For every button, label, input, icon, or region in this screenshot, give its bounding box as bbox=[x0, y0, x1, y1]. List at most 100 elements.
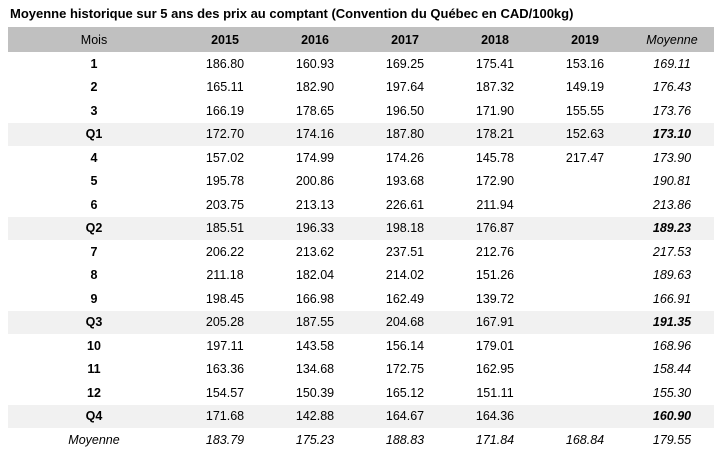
cell-value: 151.26 bbox=[475, 268, 515, 283]
table-row-4: 4 157.02 174.99 174.26 145.78 217.47 173.90 bbox=[8, 146, 714, 170]
cell-value: 188.83 bbox=[385, 432, 425, 447]
row-label: 4 bbox=[90, 150, 98, 165]
column-header-mois: Mois bbox=[80, 32, 108, 47]
cell-value: 197.11 bbox=[206, 338, 244, 353]
row-label: Q3 bbox=[85, 315, 103, 330]
cell-value: 179.01 bbox=[475, 338, 515, 353]
cell-value: 185.51 bbox=[205, 221, 245, 236]
table-row-3: 3 166.19 178.65 196.50 171.90 155.55 173.76 bbox=[8, 99, 714, 123]
table-row-7: 7 206.22 213.62 237.51 212.76 217.53 bbox=[8, 240, 714, 264]
cell-value: 134.68 bbox=[295, 362, 335, 377]
cell-value: 193.68 bbox=[385, 174, 425, 189]
cell-value: 176.87 bbox=[475, 221, 515, 236]
cell-value bbox=[540, 193, 630, 217]
cell-moyenne: 189.23 bbox=[652, 221, 692, 236]
cell-value: 149.19 bbox=[565, 80, 605, 95]
cell-moyenne: 168.96 bbox=[652, 338, 692, 353]
cell-value: 175.23 bbox=[295, 432, 335, 447]
cell-value: 217.47 bbox=[565, 150, 605, 165]
cell-value bbox=[540, 334, 630, 358]
cell-value: 187.55 bbox=[295, 315, 335, 330]
cell-value: 198.45 bbox=[205, 291, 245, 306]
cell-value: 211.94 bbox=[476, 197, 514, 212]
cell-value: 168.84 bbox=[565, 432, 605, 447]
cell-moyenne: 169.11 bbox=[653, 56, 691, 71]
table-row-9: 9 198.45 166.98 162.49 139.72 166.91 bbox=[8, 287, 714, 311]
cell-value: 166.19 bbox=[205, 103, 245, 118]
cell-value: 178.65 bbox=[295, 103, 335, 118]
row-label: 11 bbox=[87, 362, 101, 377]
cell-moyenne: 166.91 bbox=[652, 291, 692, 306]
row-label: 1 bbox=[90, 56, 98, 71]
row-label: 10 bbox=[87, 338, 101, 353]
cell-value: 196.33 bbox=[295, 221, 335, 236]
cell-value bbox=[540, 217, 630, 241]
cell-value: 155.55 bbox=[565, 103, 605, 118]
cell-value bbox=[540, 170, 630, 194]
cell-value: 139.72 bbox=[475, 291, 515, 306]
row-label: 6 bbox=[90, 197, 98, 212]
page-title: Moyenne historique sur 5 ans des prix au… bbox=[10, 6, 574, 21]
cell-value bbox=[540, 264, 630, 288]
cell-moyenne: 179.55 bbox=[652, 432, 692, 447]
table-row-11: 11 163.36 134.68 172.75 162.95 158.44 bbox=[8, 358, 714, 382]
cell-value: 163.36 bbox=[205, 362, 245, 377]
cell-value: 205.28 bbox=[205, 315, 245, 330]
cell-value: 157.02 bbox=[205, 150, 245, 165]
cell-value bbox=[540, 405, 630, 429]
cell-value: 164.36 bbox=[475, 409, 515, 424]
table-row-6: 6 203.75 213.13 226.61 211.94 213.86 bbox=[8, 193, 714, 217]
cell-moyenne: 189.63 bbox=[652, 268, 692, 283]
cell-value: 171.68 bbox=[205, 409, 245, 424]
cell-value: 195.78 bbox=[205, 174, 245, 189]
cell-value bbox=[540, 311, 630, 335]
row-label: 12 bbox=[87, 385, 101, 400]
row-label: 9 bbox=[90, 291, 98, 306]
cell-value: 167.91 bbox=[475, 315, 515, 330]
row-label: 3 bbox=[90, 103, 98, 118]
cell-moyenne: 217.53 bbox=[652, 244, 692, 259]
column-header-2017: 2017 bbox=[391, 32, 419, 47]
cell-value bbox=[540, 358, 630, 382]
cell-value bbox=[540, 240, 630, 264]
cell-value: 186.80 bbox=[205, 56, 245, 71]
cell-value: 174.26 bbox=[385, 150, 425, 165]
header-row: Mois 2015 2016 2017 2018 2019 Moyenne bbox=[8, 27, 714, 52]
column-header-2016: 2016 bbox=[301, 32, 329, 47]
cell-value: 211.18 bbox=[206, 268, 244, 283]
price-table: Mois 2015 2016 2017 2018 2019 Moyenne 1 186.80 1… bbox=[8, 27, 714, 452]
cell-value: 197.64 bbox=[385, 80, 425, 95]
cell-value: 165.11 bbox=[206, 80, 244, 95]
cell-value: 166.98 bbox=[295, 291, 335, 306]
cell-value: 175.41 bbox=[475, 56, 515, 71]
row-label: Q1 bbox=[85, 127, 103, 142]
cell-value: 182.04 bbox=[295, 268, 335, 283]
cell-value: 152.63 bbox=[565, 127, 605, 142]
table-row-1: 1 186.80 160.93 169.25 175.41 153.16 169.11 bbox=[8, 52, 714, 76]
cell-value: 187.32 bbox=[475, 80, 515, 95]
table-row-moyenne: Moyenne 183.79 175.23 188.83 171.84 168.84 179… bbox=[8, 428, 714, 452]
cell-value: 172.70 bbox=[205, 127, 245, 142]
table-row-q2: Q2 185.51 196.33 198.18 176.87 189.23 bbox=[8, 216, 714, 241]
cell-value: 206.22 bbox=[205, 244, 245, 259]
cell-value: 171.90 bbox=[475, 103, 515, 118]
cell-value: 172.75 bbox=[385, 362, 425, 377]
cell-moyenne: 176.43 bbox=[652, 80, 692, 95]
table-row-10: 10 197.11 143.58 156.14 179.01 168.96 bbox=[8, 334, 714, 358]
table-row-8: 8 211.18 182.04 214.02 151.26 189.63 bbox=[8, 264, 714, 288]
cell-moyenne: 213.86 bbox=[652, 197, 692, 212]
cell-value: 196.50 bbox=[385, 103, 425, 118]
row-label: Moyenne bbox=[68, 432, 120, 447]
cell-moyenne: 155.30 bbox=[652, 385, 692, 400]
cell-value: 174.16 bbox=[295, 127, 335, 142]
cell-value: 153.16 bbox=[565, 56, 605, 71]
table-body: 1 186.80 160.93 169.25 175.41 153.16 169.11 2 16… bbox=[8, 52, 714, 452]
cell-value: 142.88 bbox=[295, 409, 335, 424]
cell-value: 164.67 bbox=[385, 409, 425, 424]
cell-moyenne: 173.76 bbox=[652, 103, 692, 118]
cell-value bbox=[540, 287, 630, 311]
cell-moyenne: 173.90 bbox=[652, 150, 692, 165]
cell-value: 183.79 bbox=[205, 432, 245, 447]
cell-value: 156.14 bbox=[385, 338, 425, 353]
cell-value: 171.84 bbox=[475, 432, 515, 447]
